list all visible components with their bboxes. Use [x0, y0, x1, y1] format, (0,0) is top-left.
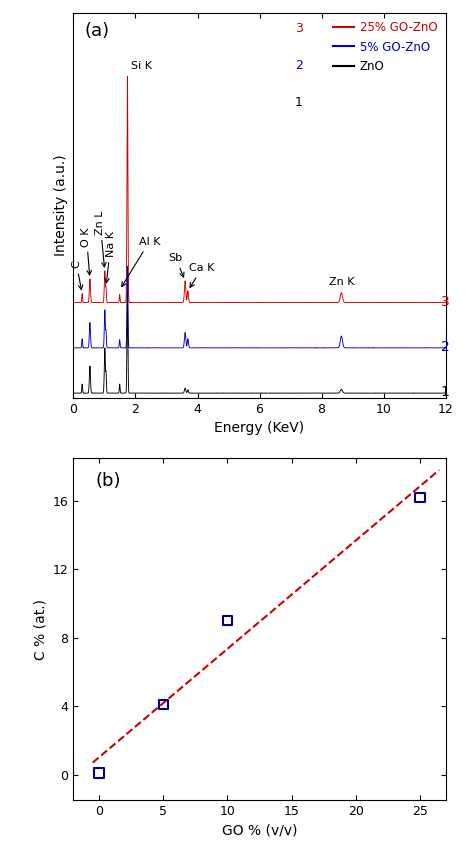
- Text: Na K: Na K: [105, 231, 116, 282]
- Point: [416, 490, 424, 504]
- Text: Al K: Al K: [122, 237, 160, 287]
- Text: (b): (b): [96, 472, 121, 490]
- Text: 1: 1: [295, 96, 303, 109]
- Point: [95, 766, 103, 780]
- Text: 1: 1: [441, 385, 450, 399]
- Text: Si K: Si K: [130, 61, 152, 71]
- Text: (a): (a): [85, 22, 110, 40]
- Text: 3: 3: [441, 294, 450, 309]
- X-axis label: Energy (KeV): Energy (KeV): [214, 421, 305, 436]
- X-axis label: GO % (v/v): GO % (v/v): [222, 823, 297, 838]
- Point: [224, 614, 231, 627]
- Text: Ca K: Ca K: [190, 263, 215, 288]
- Text: O K: O K: [82, 227, 91, 275]
- Legend: 25% GO-ZnO, 5% GO-ZnO, ZnO: 25% GO-ZnO, 5% GO-ZnO, ZnO: [328, 16, 442, 78]
- Y-axis label: Intensity (a.u.): Intensity (a.u.): [54, 155, 68, 256]
- Text: Sb: Sb: [169, 253, 184, 277]
- Y-axis label: C % (at.): C % (at.): [33, 598, 47, 660]
- Text: 3: 3: [295, 22, 303, 35]
- Text: Zn L: Zn L: [95, 211, 106, 267]
- Text: 2: 2: [295, 59, 303, 72]
- Text: C: C: [72, 261, 83, 289]
- Text: Zn K: Zn K: [328, 277, 354, 287]
- Text: 2: 2: [441, 340, 450, 354]
- Point: [159, 698, 167, 711]
